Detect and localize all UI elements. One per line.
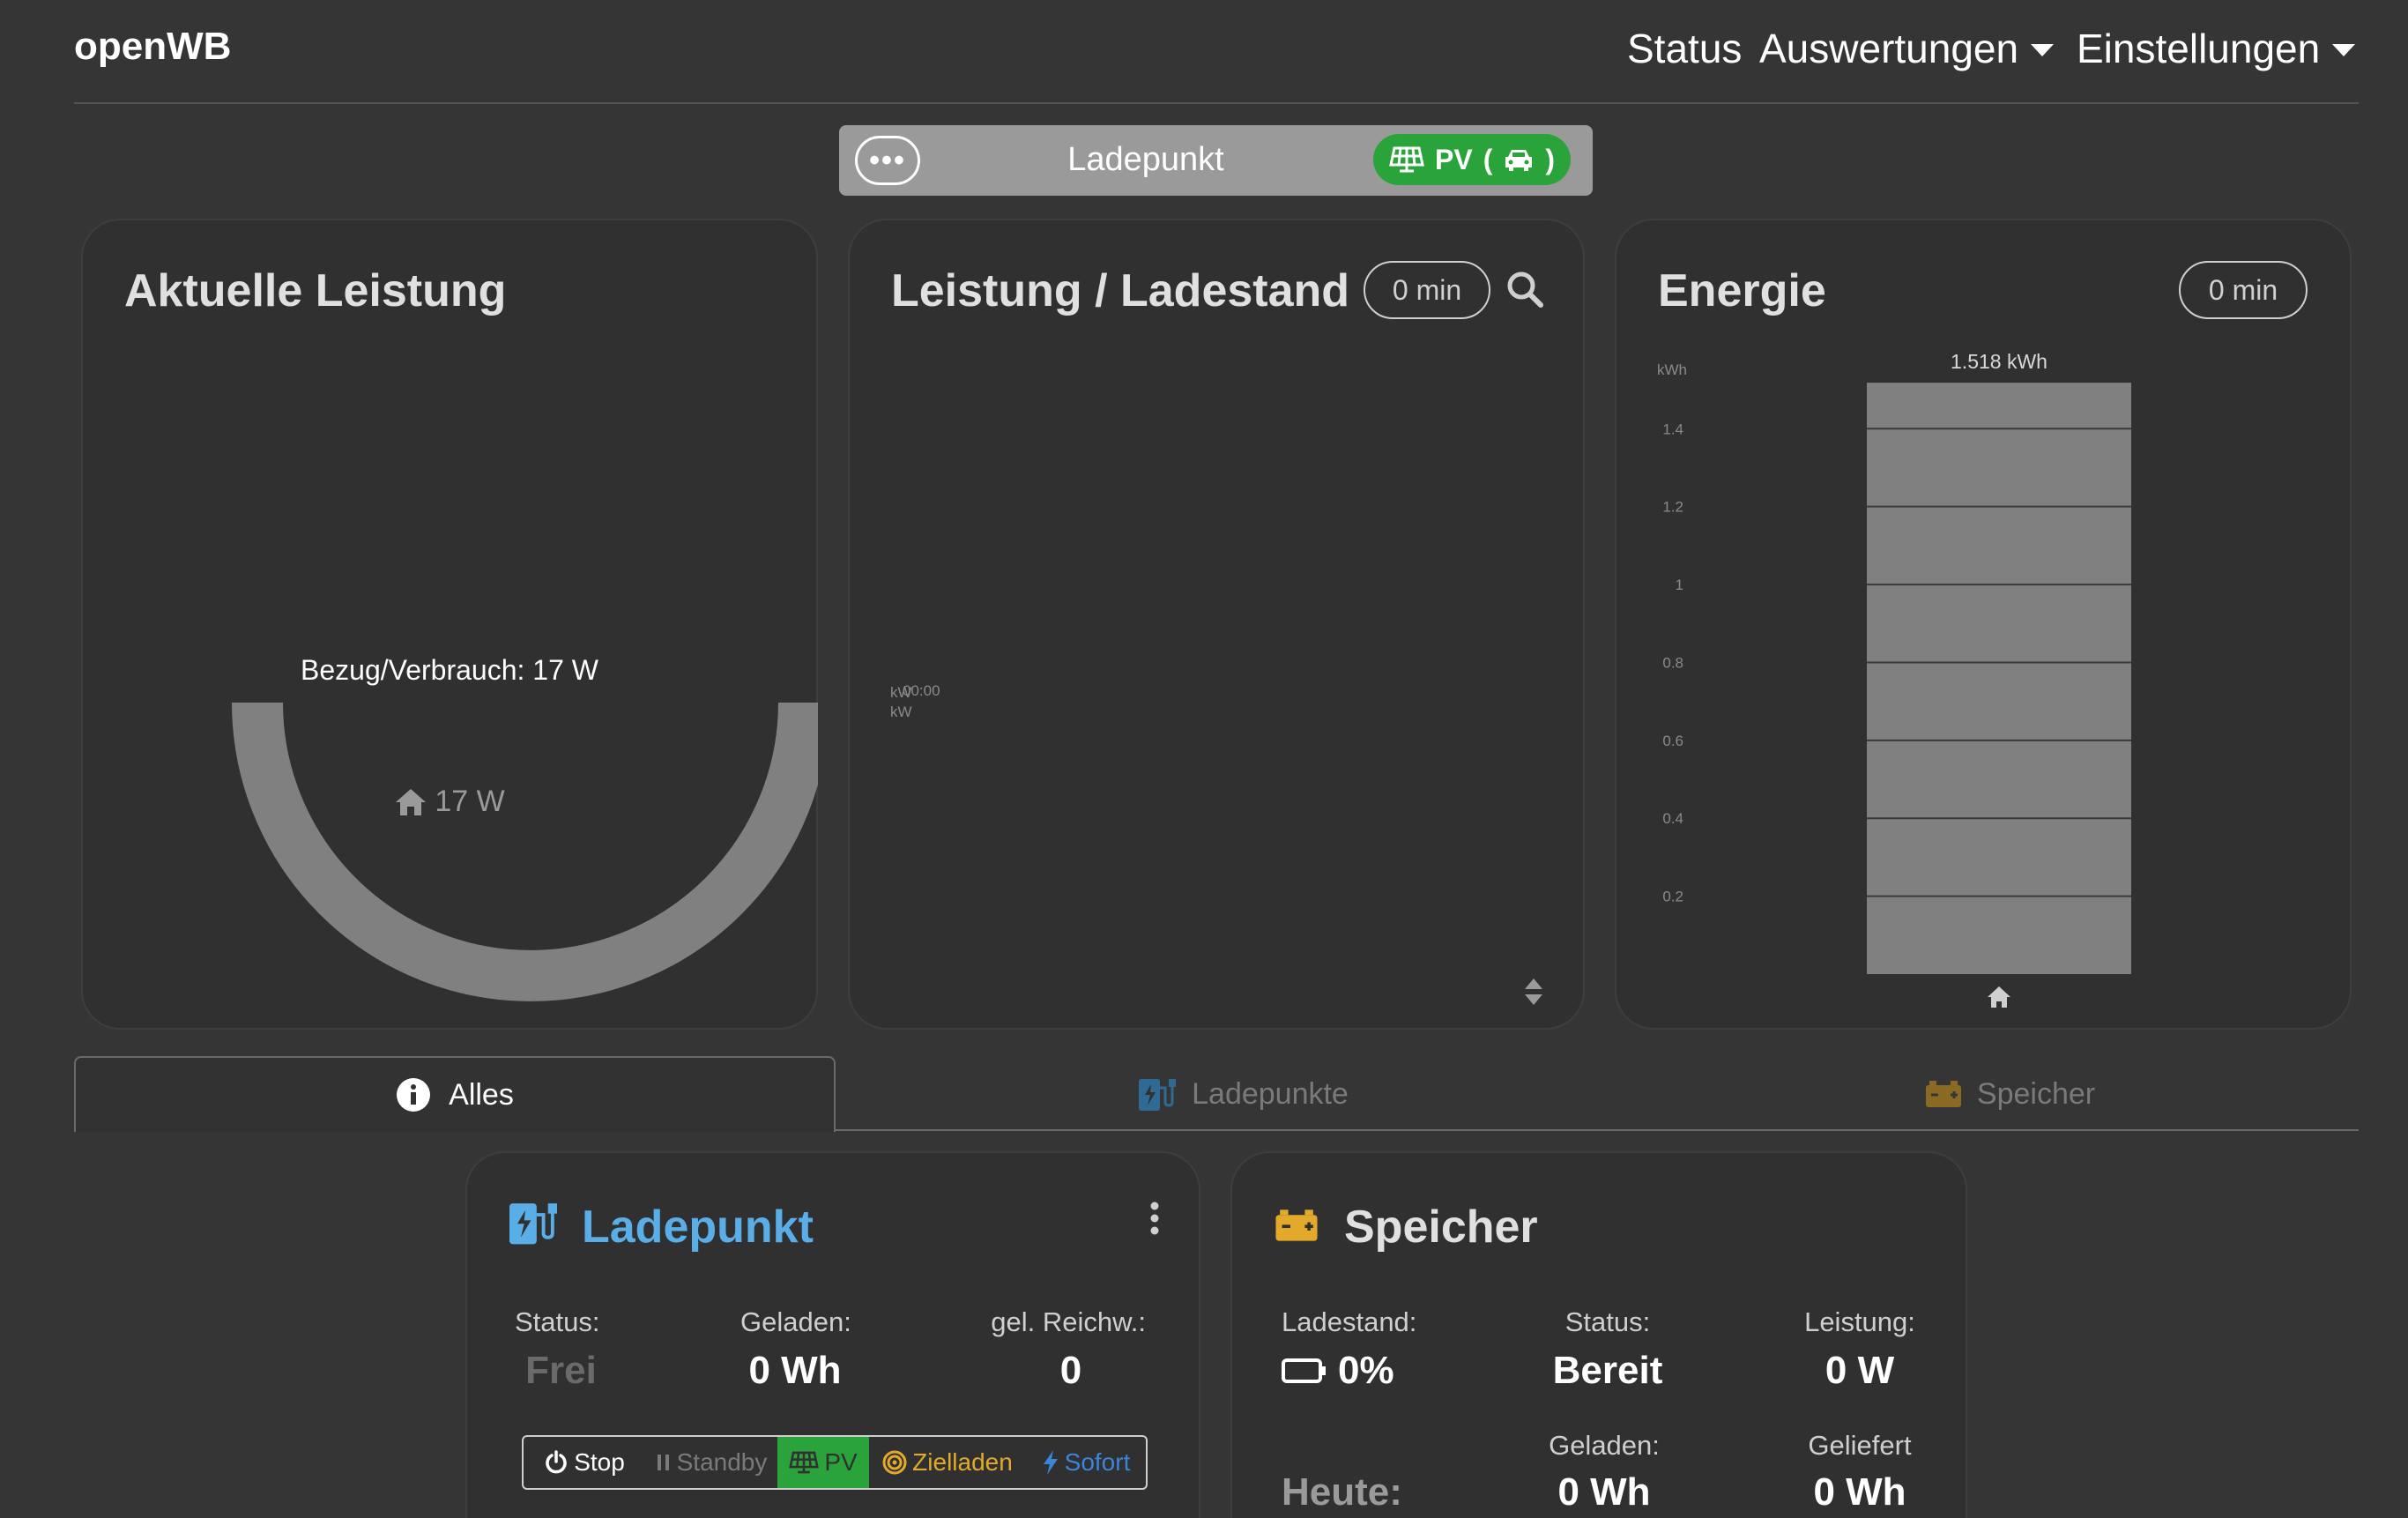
gauge-arc bbox=[232, 702, 818, 1001]
cp-charged-label: Geladen: bbox=[740, 1306, 851, 1337]
battery-empty-icon bbox=[1282, 1358, 1326, 1383]
y-tick-label: 0.8 bbox=[1662, 654, 1683, 671]
storage-power-value: 0 W bbox=[1825, 1349, 1895, 1392]
house-icon bbox=[396, 788, 427, 815]
car-battery-icon bbox=[1275, 1209, 1318, 1241]
y-tick-label: 1.2 bbox=[1662, 499, 1683, 516]
y-tick-label: 0.6 bbox=[1662, 733, 1683, 749]
cp-range-value: 0 bbox=[1059, 1349, 1082, 1392]
power-soc-graph-title: Leistung / Ladestand bbox=[891, 265, 1350, 316]
power-gauge bbox=[232, 702, 818, 1001]
pause-icon bbox=[657, 1455, 669, 1470]
info-icon bbox=[397, 1078, 431, 1112]
storage-card bbox=[1230, 1151, 1967, 1518]
y-tick-label: 1.4 bbox=[1662, 420, 1683, 437]
y-tick-label: 0.2 bbox=[1662, 889, 1683, 905]
solar-panel-icon bbox=[789, 1451, 820, 1474]
gauge-label: Bezug/Verbrauch: 17 W bbox=[301, 654, 598, 686]
cp-charged-value: 0 Wh bbox=[748, 1349, 842, 1392]
y-axis-unit: kWh bbox=[1657, 361, 1687, 378]
nav-einstellungen[interactable]: Einstellungen bbox=[2077, 25, 2356, 72]
tab-storage-label: Speicher bbox=[1976, 1076, 2096, 1111]
energy-title: Energie bbox=[1658, 265, 1826, 316]
tab-storage[interactable]: Speicher bbox=[1877, 1056, 2142, 1132]
house-consumption: 17 W bbox=[81, 785, 818, 819]
mode-standby-label: Standby bbox=[676, 1448, 768, 1476]
charging-station-icon bbox=[509, 1203, 557, 1245]
storage-soc: 0% bbox=[1282, 1349, 1394, 1393]
y-tick-label: 0.4 bbox=[1662, 810, 1683, 827]
storage-delivered-value: 0 Wh bbox=[1813, 1470, 1906, 1514]
storage-card-title: Speicher bbox=[1344, 1202, 1538, 1253]
more-options-button[interactable]: ••• bbox=[855, 136, 920, 185]
nav-auswertungen[interactable]: Auswertungen bbox=[1759, 25, 2055, 72]
nav-einstellungen-label: Einstellungen bbox=[2077, 26, 2321, 71]
mode-instant-label: Sofort bbox=[1064, 1448, 1131, 1476]
tab-chargepoints-label: Ladepunkte bbox=[1192, 1076, 1349, 1111]
charge-mode-pill[interactable]: PV ( ) bbox=[1373, 134, 1571, 185]
y-tick-label: 1 bbox=[1676, 577, 1683, 593]
storage-today-label: Heute: bbox=[1282, 1470, 1402, 1514]
energy-range-button[interactable]: 0 min bbox=[2179, 261, 2308, 319]
storage-status-value: Bereit bbox=[1552, 1349, 1663, 1392]
paren-open: ( bbox=[1483, 143, 1493, 175]
nav-divider bbox=[74, 102, 2359, 104]
mode-instant-button[interactable]: Sofort bbox=[1026, 1437, 1146, 1488]
current-power-title: Aktuelle Leistung bbox=[124, 265, 507, 316]
graph-range-button[interactable]: 0 min bbox=[1364, 261, 1490, 319]
tab-chargepoints[interactable]: Ladepunkte bbox=[1093, 1056, 1393, 1132]
graph-axis-kw-top: kW bbox=[890, 684, 912, 701]
storage-charged-value: 0 Wh bbox=[1557, 1470, 1651, 1514]
brand-logo[interactable]: openWB bbox=[74, 25, 232, 68]
power-icon bbox=[546, 1450, 567, 1474]
storage-charged-label: Geladen: bbox=[1549, 1430, 1660, 1461]
sort-icon[interactable] bbox=[1523, 977, 1544, 1007]
charging-station-icon bbox=[1139, 1079, 1177, 1111]
mode-target-label: Zielladen bbox=[912, 1448, 1013, 1476]
cp-range-label: gel. Reichw.: bbox=[991, 1306, 1146, 1337]
house-icon bbox=[1988, 986, 2010, 1008]
mode-standby-button[interactable]: Standby bbox=[645, 1437, 777, 1488]
caret-down-icon bbox=[2031, 44, 2055, 56]
house-consumption-value: 17 W bbox=[435, 785, 505, 818]
solar-panel-icon bbox=[1389, 146, 1424, 173]
target-icon bbox=[882, 1450, 907, 1475]
caret-down-icon bbox=[2332, 44, 2356, 56]
car-battery-icon bbox=[1925, 1081, 1961, 1107]
mode-pv-label: PV bbox=[824, 1448, 858, 1476]
mode-target-button[interactable]: Zielladen bbox=[869, 1437, 1026, 1488]
car-icon bbox=[1505, 150, 1533, 171]
nav-status-label: Status bbox=[1627, 26, 1743, 71]
energy-bar bbox=[1867, 383, 2131, 974]
search-icon[interactable] bbox=[1505, 270, 1544, 309]
graph-axis-time: 00:00 bbox=[903, 682, 940, 699]
paren-close: ) bbox=[1545, 143, 1555, 175]
graph-axis-kw-bottom: kW bbox=[890, 703, 912, 720]
energy-bar-chart: kWh 0.2 0.4 0.6 0.8 1 1.2 1.4 1.518 kWh bbox=[1657, 350, 2131, 1008]
power-soc-graph-card bbox=[848, 219, 1585, 1030]
chargepoint-card-title[interactable]: Ladepunkt bbox=[582, 1202, 814, 1253]
cp-status-label: Status: bbox=[515, 1306, 600, 1337]
mode-stop-button[interactable]: Stop bbox=[524, 1437, 645, 1488]
bar-data-label: 1.518 kWh bbox=[1951, 350, 2048, 373]
tabs-divider bbox=[836, 1129, 2359, 1131]
tab-all[interactable]: Alles bbox=[74, 1056, 836, 1132]
nav-auswertungen-label: Auswertungen bbox=[1759, 26, 2019, 71]
storage-soc-label: Ladestand: bbox=[1282, 1306, 1417, 1337]
storage-delivered-label: Geliefert bbox=[1808, 1430, 1912, 1461]
tab-all-label: Alles bbox=[449, 1077, 514, 1112]
storage-status-label: Status: bbox=[1564, 1306, 1651, 1337]
mode-stop-label: Stop bbox=[574, 1448, 625, 1476]
charge-mode-label: PV bbox=[1435, 143, 1473, 175]
charge-mode-selector: Stop Standby PV Zielladen Sofort bbox=[522, 1435, 1148, 1490]
storage-soc-value: 0% bbox=[1338, 1349, 1394, 1392]
kebab-menu-icon[interactable] bbox=[1146, 1201, 1163, 1238]
cp-status-value: Frei bbox=[525, 1349, 597, 1392]
mode-pv-button[interactable]: PV bbox=[777, 1437, 869, 1488]
chargepoint-bar-title: Ladepunkt bbox=[1067, 141, 1224, 178]
nav-status[interactable]: Status bbox=[1627, 25, 1742, 72]
storage-power-label: Leistung: bbox=[1804, 1306, 1915, 1337]
lightning-icon bbox=[1043, 1450, 1058, 1475]
